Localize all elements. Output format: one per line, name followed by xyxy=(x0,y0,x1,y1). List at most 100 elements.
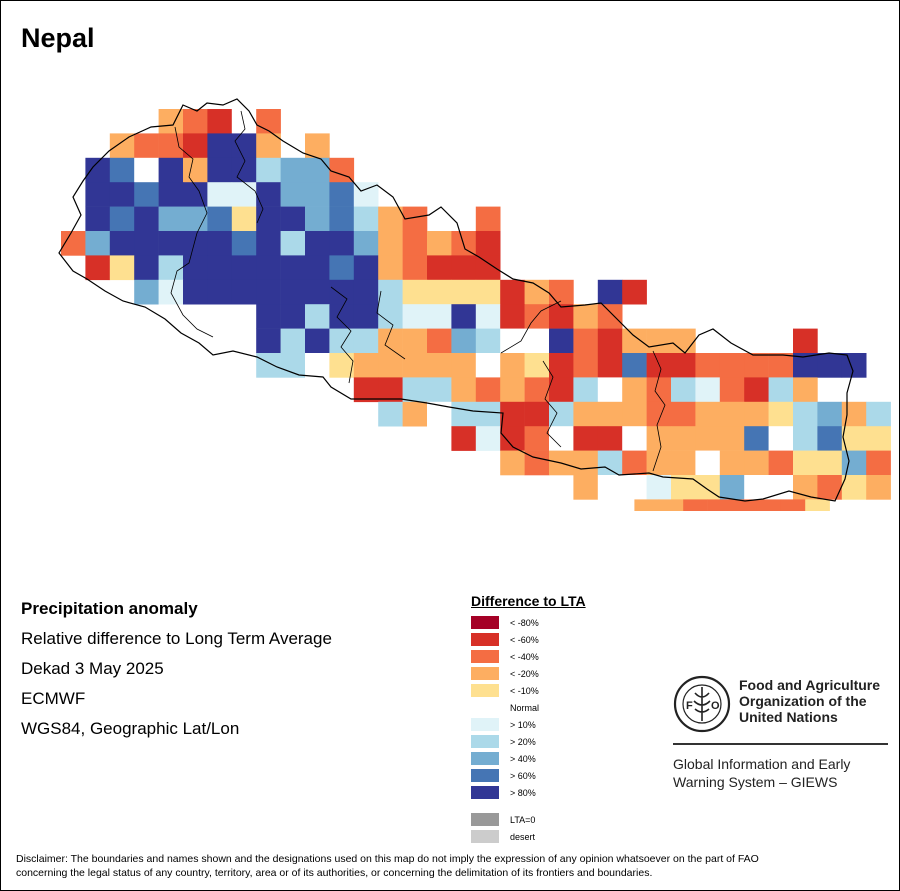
map-title: Nepal xyxy=(21,23,95,53)
grid-cell xyxy=(329,206,355,232)
legend-class-1: < -60% xyxy=(471,631,586,648)
grid-cell xyxy=(573,401,599,427)
grid-cell xyxy=(353,377,379,403)
legend-extra-classes: LTA=0 desert xyxy=(471,811,586,845)
grid-cell xyxy=(256,109,281,134)
grid-cell xyxy=(841,450,867,476)
grid-cell xyxy=(378,255,403,281)
grid-cell xyxy=(817,426,843,451)
grid-cell xyxy=(817,401,843,427)
legend-label: desert xyxy=(510,832,536,842)
giews-line2: Warning System – GIEWS xyxy=(673,774,838,790)
legend-swatch xyxy=(471,752,499,765)
grid-cell xyxy=(402,231,428,256)
grid-cell xyxy=(109,206,135,232)
legend-swatch xyxy=(471,616,499,629)
grid-cell xyxy=(134,182,159,207)
grid-cell xyxy=(280,231,306,256)
grid-cell xyxy=(866,401,891,427)
grid-cell xyxy=(475,328,501,354)
grid-cell xyxy=(109,255,135,281)
grid-cell xyxy=(280,206,306,232)
grid-cell xyxy=(719,353,745,378)
grid-cell xyxy=(402,255,428,281)
grid-cell xyxy=(768,353,794,378)
grid-cell xyxy=(549,401,574,427)
grid-cell xyxy=(597,426,623,451)
grid-cell xyxy=(183,279,208,305)
grid-cell xyxy=(451,255,477,281)
grid-cell xyxy=(207,279,233,305)
grid-cell xyxy=(158,157,184,183)
grid-cell xyxy=(402,377,428,403)
grid-cell xyxy=(85,206,111,232)
grid-cell xyxy=(841,475,867,500)
legend-title: Difference to LTA xyxy=(471,593,586,609)
fao-org-line3: United Nations xyxy=(739,709,838,725)
grid-cell xyxy=(500,353,525,378)
grid-cell xyxy=(378,279,403,305)
grid-cell xyxy=(793,377,818,403)
grid-cell xyxy=(231,133,257,159)
grid-cell xyxy=(256,157,281,183)
grid-cell xyxy=(646,450,672,476)
grid-cell xyxy=(134,133,159,159)
grid-cell xyxy=(109,133,135,159)
grid-cell xyxy=(427,401,452,427)
grid-cell xyxy=(671,377,696,403)
grid-cell xyxy=(732,499,757,511)
grid-cell xyxy=(305,182,330,207)
grid-cell xyxy=(305,353,330,378)
legend-label: LTA=0 xyxy=(510,815,536,825)
grid-cell xyxy=(622,279,647,305)
grid-cell xyxy=(231,206,257,232)
grid-cell xyxy=(597,475,623,500)
grid-cell xyxy=(524,426,550,451)
legend-swatch xyxy=(471,667,499,680)
legend-label: < -40% xyxy=(510,652,539,662)
grid-cell xyxy=(646,475,672,500)
grid-cell xyxy=(793,450,818,476)
grid-cell xyxy=(451,377,477,403)
legend-label: < -10% xyxy=(510,686,539,696)
fao-logo-f: F xyxy=(686,700,693,712)
grid-cell xyxy=(256,328,281,354)
grid-cell xyxy=(597,377,623,403)
grid-cell xyxy=(158,231,184,256)
grid-cell xyxy=(305,279,330,305)
grid-cell xyxy=(671,426,696,451)
grid-cell xyxy=(744,353,769,378)
grid-cell xyxy=(256,255,281,281)
fao-org-name: Food and Agriculture Organization of the… xyxy=(739,677,899,725)
grid-cell xyxy=(256,279,281,305)
grid-cell xyxy=(695,353,721,378)
grid-cell xyxy=(549,328,574,354)
legend-swatch xyxy=(471,684,499,697)
grid-cell xyxy=(280,353,306,378)
grid-cell xyxy=(524,401,550,427)
map-info: Precipitation anomaly Relative differenc… xyxy=(21,599,332,749)
grid-cell xyxy=(134,255,159,281)
grid-cell xyxy=(427,231,452,256)
grid-cell xyxy=(256,182,281,207)
grid-cell xyxy=(207,231,233,256)
grid-cell xyxy=(256,206,281,232)
grid-cell xyxy=(756,499,782,511)
product-description: Relative difference to Long Term Average xyxy=(21,629,332,648)
legend-swatch xyxy=(471,813,499,826)
legend-class-9: > 60% xyxy=(471,767,586,784)
grid-cell xyxy=(500,450,525,476)
grid-cell xyxy=(817,353,843,378)
legend-swatch xyxy=(471,830,499,843)
grid-cell xyxy=(207,157,233,183)
grid-cell xyxy=(475,255,501,281)
grid-cell xyxy=(695,377,721,403)
grid-cell xyxy=(451,304,477,329)
grid-cell xyxy=(549,377,574,403)
legend-swatch xyxy=(471,633,499,646)
grid-cell xyxy=(378,231,403,256)
grid-cell xyxy=(207,133,233,159)
grid-cell xyxy=(695,475,721,500)
grid-cell xyxy=(646,401,672,427)
